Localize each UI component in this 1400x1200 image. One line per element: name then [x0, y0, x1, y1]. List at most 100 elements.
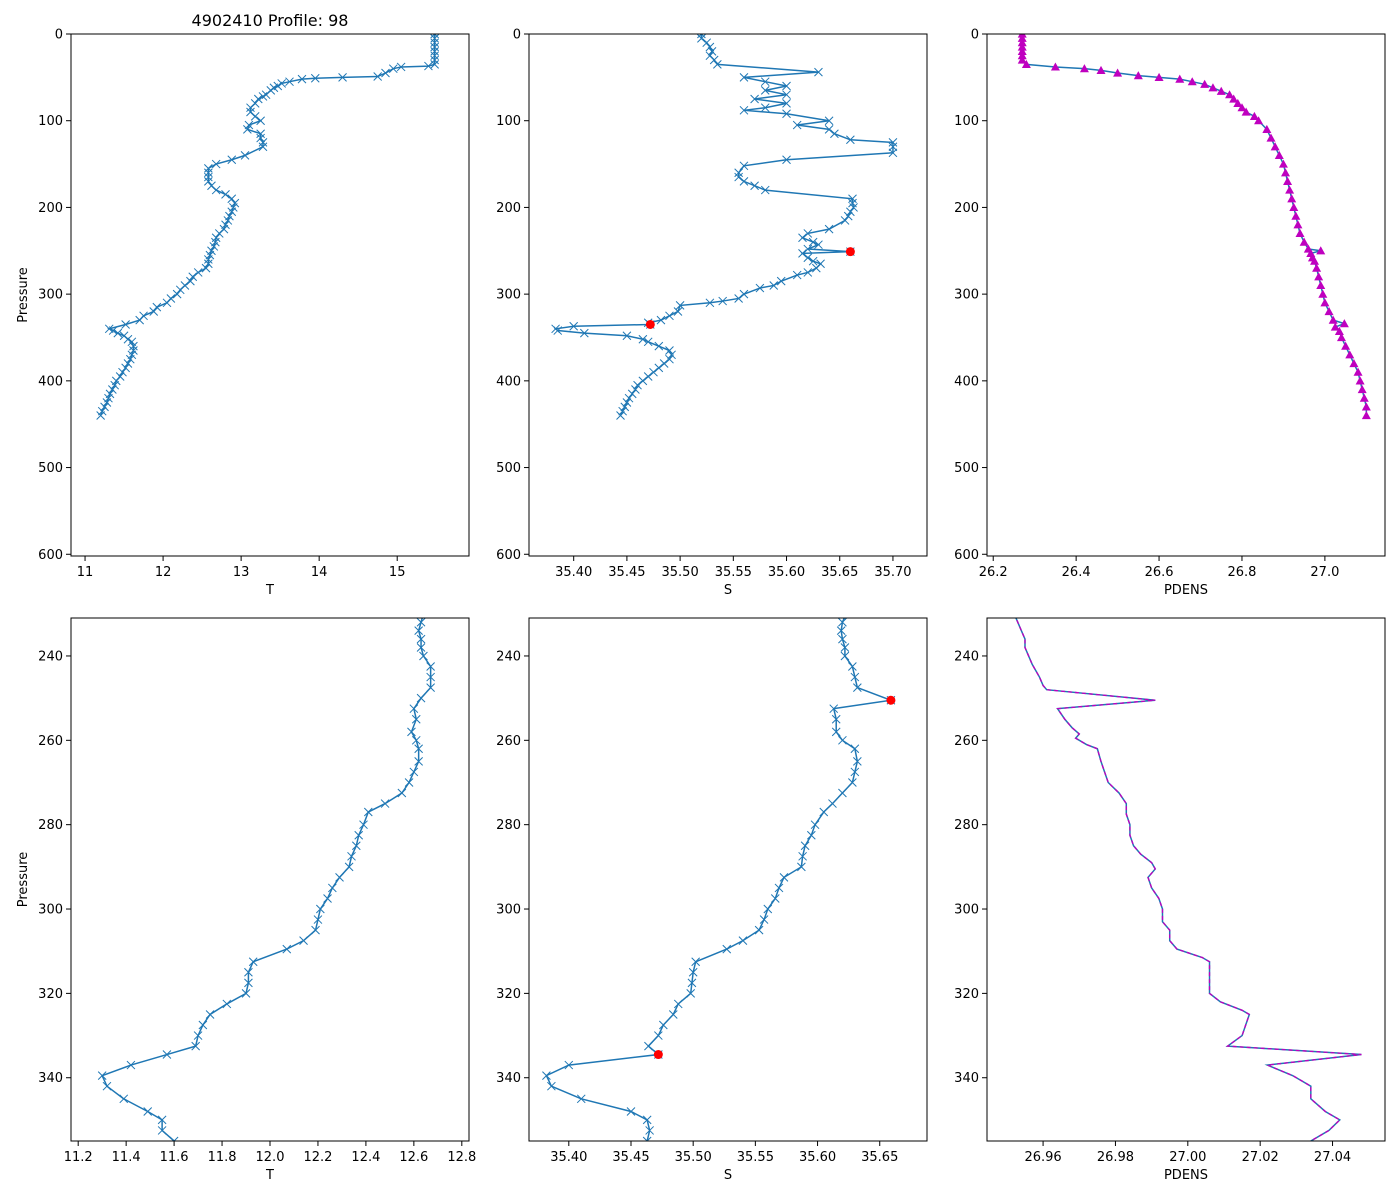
y-tick-label: 0 — [513, 28, 521, 43]
data-point-marker — [1359, 393, 1369, 402]
data-point-marker — [803, 244, 813, 254]
data-point-marker — [396, 62, 406, 72]
data-point-marker — [1295, 228, 1305, 238]
data-point-marker — [102, 1081, 112, 1091]
data-point-marker — [313, 915, 323, 924]
y-tick-label: 500 — [954, 461, 979, 476]
data-point-marker — [769, 281, 779, 290]
data-point-marker — [828, 799, 837, 808]
series-line-s — [553, 34, 894, 416]
data-point-marker — [760, 86, 770, 95]
data-point-marker — [842, 618, 850, 619]
data-point-marker — [1229, 94, 1239, 103]
x-tick-label: 11.2 — [64, 1150, 93, 1165]
data-point-marker — [770, 894, 780, 903]
data-point-marker — [209, 242, 219, 251]
x-tick-label: 27.0 — [1310, 565, 1339, 580]
data-point-marker — [686, 989, 696, 998]
x-tick-label: 35.50 — [662, 565, 699, 580]
data-point-marker — [803, 268, 813, 277]
data-point-marker — [1299, 237, 1309, 246]
data-point-marker — [626, 1107, 636, 1116]
data-point-marker — [1017, 51, 1027, 60]
data-point-marker — [739, 289, 749, 299]
data-point-marker — [299, 936, 308, 946]
data-point-marker — [691, 957, 701, 967]
data-point-marker — [659, 359, 669, 368]
x-tick-label: 11.8 — [208, 1150, 237, 1165]
data-point-marker — [653, 1031, 663, 1040]
data-point-marker — [327, 883, 337, 893]
y-tick-label: 260 — [38, 734, 63, 749]
data-point-marker — [702, 38, 712, 48]
data-point-marker — [814, 67, 823, 77]
data-point-marker — [1187, 77, 1197, 86]
y-tick-label: 280 — [38, 818, 63, 833]
data-point-marker — [846, 135, 855, 145]
data-point-marker — [888, 142, 898, 152]
data-point-marker — [1200, 79, 1210, 88]
data-point-marker — [1328, 315, 1338, 324]
data-point-marker — [1017, 34, 1027, 42]
data-point-marker — [1254, 116, 1264, 125]
data-point-marker — [638, 376, 648, 386]
data-point-marker — [642, 1115, 652, 1125]
data-point-marker — [644, 1041, 653, 1051]
x-tick-label: 35.65 — [861, 1150, 898, 1165]
data-point-marker — [169, 1136, 179, 1141]
y-tick-label: 340 — [954, 1071, 979, 1086]
data-point-marker — [627, 389, 637, 399]
data-point-marker — [277, 79, 287, 88]
data-point-marker — [840, 651, 850, 661]
data-point-marker — [175, 285, 185, 295]
data-point-marker — [811, 263, 821, 273]
data-point-marker — [806, 830, 816, 840]
data-point-marker — [113, 328, 123, 338]
axes-frame — [528, 33, 928, 557]
plot-area — [97, 618, 435, 1141]
x-tick-label: 12.4 — [351, 1150, 380, 1165]
x-tick-label: 12.2 — [303, 1150, 332, 1165]
data-point-marker — [654, 341, 664, 351]
subplot-salinity-zoom: 35.40 35.45 35.50 35.55 35.60 35.65 240 260 280 3… — [496, 617, 928, 1183]
x-tick-label: 13 — [233, 565, 250, 580]
data-point-marker — [622, 331, 632, 341]
y-axis-label: Pressure — [16, 852, 31, 908]
y-tick-label: 260 — [954, 734, 979, 749]
data-point-marker — [152, 302, 162, 312]
subplot-density-zoom: 26.96 26.98 27.00 27.02 27.04 240 260 280 300 320… — [954, 617, 1386, 1183]
data-point-marker — [643, 337, 653, 347]
data-point-marker — [193, 1031, 203, 1040]
data-point-marker — [750, 94, 759, 104]
x-tick-label: 35.45 — [612, 1150, 649, 1165]
x-tick-label: 35.40 — [555, 565, 592, 580]
data-point-marker — [126, 1060, 136, 1070]
data-point-marker — [738, 936, 748, 946]
data-point-marker — [1274, 150, 1284, 159]
data-point-marker — [848, 778, 857, 787]
data-point-marker — [121, 363, 130, 373]
data-point-marker — [547, 1081, 556, 1091]
data-point-marker — [258, 92, 268, 101]
data-point-marker — [1266, 133, 1276, 142]
axes-frame — [70, 33, 470, 557]
data-point-marker — [718, 296, 728, 306]
data-point-marker — [426, 683, 435, 692]
data-point-marker — [248, 957, 258, 967]
data-point-marker — [667, 350, 676, 360]
plot-area — [542, 618, 896, 1141]
data-point-marker — [739, 177, 749, 186]
data-point-marker — [1079, 64, 1089, 73]
data-point-marker — [1278, 159, 1288, 168]
data-point-marker — [409, 704, 419, 714]
data-point-marker — [675, 301, 685, 310]
data-point-marker — [414, 626, 424, 636]
data-point-marker — [414, 757, 424, 766]
data-point-marker — [388, 64, 398, 74]
data-point-marker — [665, 354, 674, 364]
chart-title: 4902410 Profile: 98 — [192, 11, 349, 30]
data-point-marker — [850, 672, 860, 682]
x-tick-label: 35.55 — [737, 1150, 774, 1165]
data-point-marker — [760, 77, 770, 87]
data-point-marker — [1285, 185, 1295, 194]
